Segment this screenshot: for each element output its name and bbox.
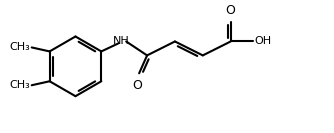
- Text: O: O: [132, 79, 142, 92]
- Text: CH₃: CH₃: [9, 42, 30, 52]
- Text: CH₃: CH₃: [9, 80, 30, 90]
- Text: NH: NH: [113, 36, 130, 46]
- Text: O: O: [226, 4, 235, 17]
- Text: OH: OH: [255, 36, 272, 46]
